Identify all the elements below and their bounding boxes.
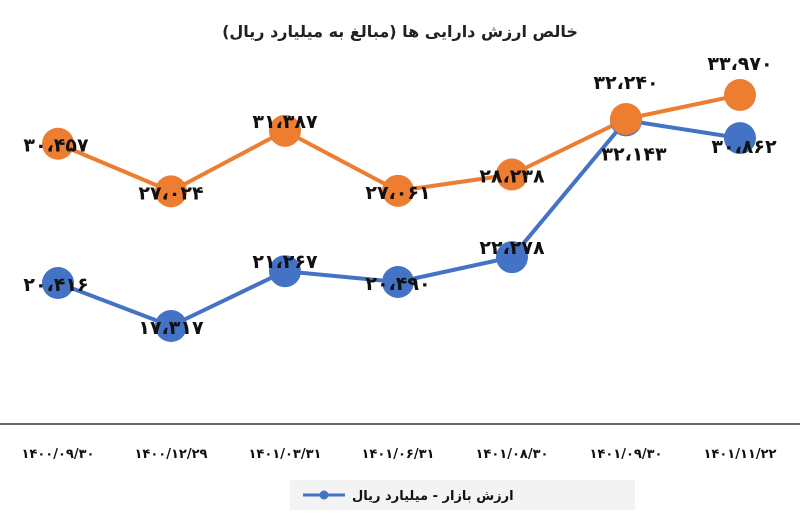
data-label: ۱۷،۳۱۷ (138, 317, 204, 339)
data-point (382, 265, 414, 298)
data-point (155, 175, 187, 208)
data-label: ۲۸،۲۳۸ (479, 166, 545, 188)
data-point (269, 255, 301, 288)
data-point (610, 102, 642, 135)
data-label: ۲۷،۰۶۱ (365, 182, 430, 204)
data-label: ۳۰،۴۵۷ (23, 135, 89, 157)
data-label: ۲۷،۰۲۴ (138, 182, 203, 204)
data-label: ۳۱،۳۸۷ (252, 111, 318, 133)
data-label: ۲۲،۲۷۸ (479, 237, 545, 259)
data-point (155, 310, 187, 342)
x-tick-label: ۱۴۰۰/۱۲/۲۹ (135, 447, 208, 462)
data-point (496, 158, 528, 191)
x-axis-ticks: ۱۴۰۰/۰۹/۳۰ ۱۴۰۰/۱۲/۲۹ ۱۴۰۱/۰۳/۳۱ ۱۴۰۱/۰۶/۳۱… (22, 447, 777, 462)
x-tick-label: ۱۴۰۱/۰۹/۳۰ (590, 447, 663, 462)
x-tick-label: ۱۴۰۰/۰۹/۳۰ (22, 447, 95, 462)
legend-label: ارزش بازار - میلیارد ریال (352, 489, 514, 504)
chart-title: خالص ارزش دارایی ها (مبالغ به میلیارد ری… (222, 22, 578, 41)
legend-marker (319, 490, 329, 500)
data-label: ۳۲،۲۴۰ (593, 72, 658, 94)
data-label: ۲۰،۴۱۶ (23, 274, 88, 296)
data-point (42, 267, 74, 300)
data-point (724, 79, 756, 111)
data-label: ۳۳،۹۷۰ (707, 53, 772, 75)
x-tick-label: ۱۴۰۱/۱۱/۲۲ (704, 447, 777, 462)
data-point (382, 174, 414, 207)
data-label: ۳۲،۱۴۳ (601, 143, 667, 165)
legend: ارزش بازار - میلیارد ریال (290, 480, 635, 510)
plot-area: ۲۰،۴۱۶ ۱۷،۳۱۷ ۲۱،۲۶۷ ۲۰،۴۹۰ ۲۲،۲۷۸ ۳۲،۱۴۳ ۳۰،۸… (23, 53, 777, 342)
data-point (724, 122, 756, 155)
x-tick-label: ۱۴۰۱/۰۳/۳۱ (249, 447, 322, 462)
data-label: ۳۰،۸۶۲ (711, 136, 777, 158)
data-point (269, 114, 301, 147)
data-point (496, 241, 528, 274)
data-label: ۲۰،۴۹۰ (365, 273, 430, 295)
data-point (42, 127, 74, 160)
x-tick-label: ۱۴۰۱/۰۸/۳۰ (476, 447, 549, 462)
data-label: ۲۱،۲۶۷ (252, 251, 318, 273)
x-tick-label: ۱۴۰۱/۰۶/۳۱ (362, 447, 435, 462)
legend-box (290, 480, 635, 510)
